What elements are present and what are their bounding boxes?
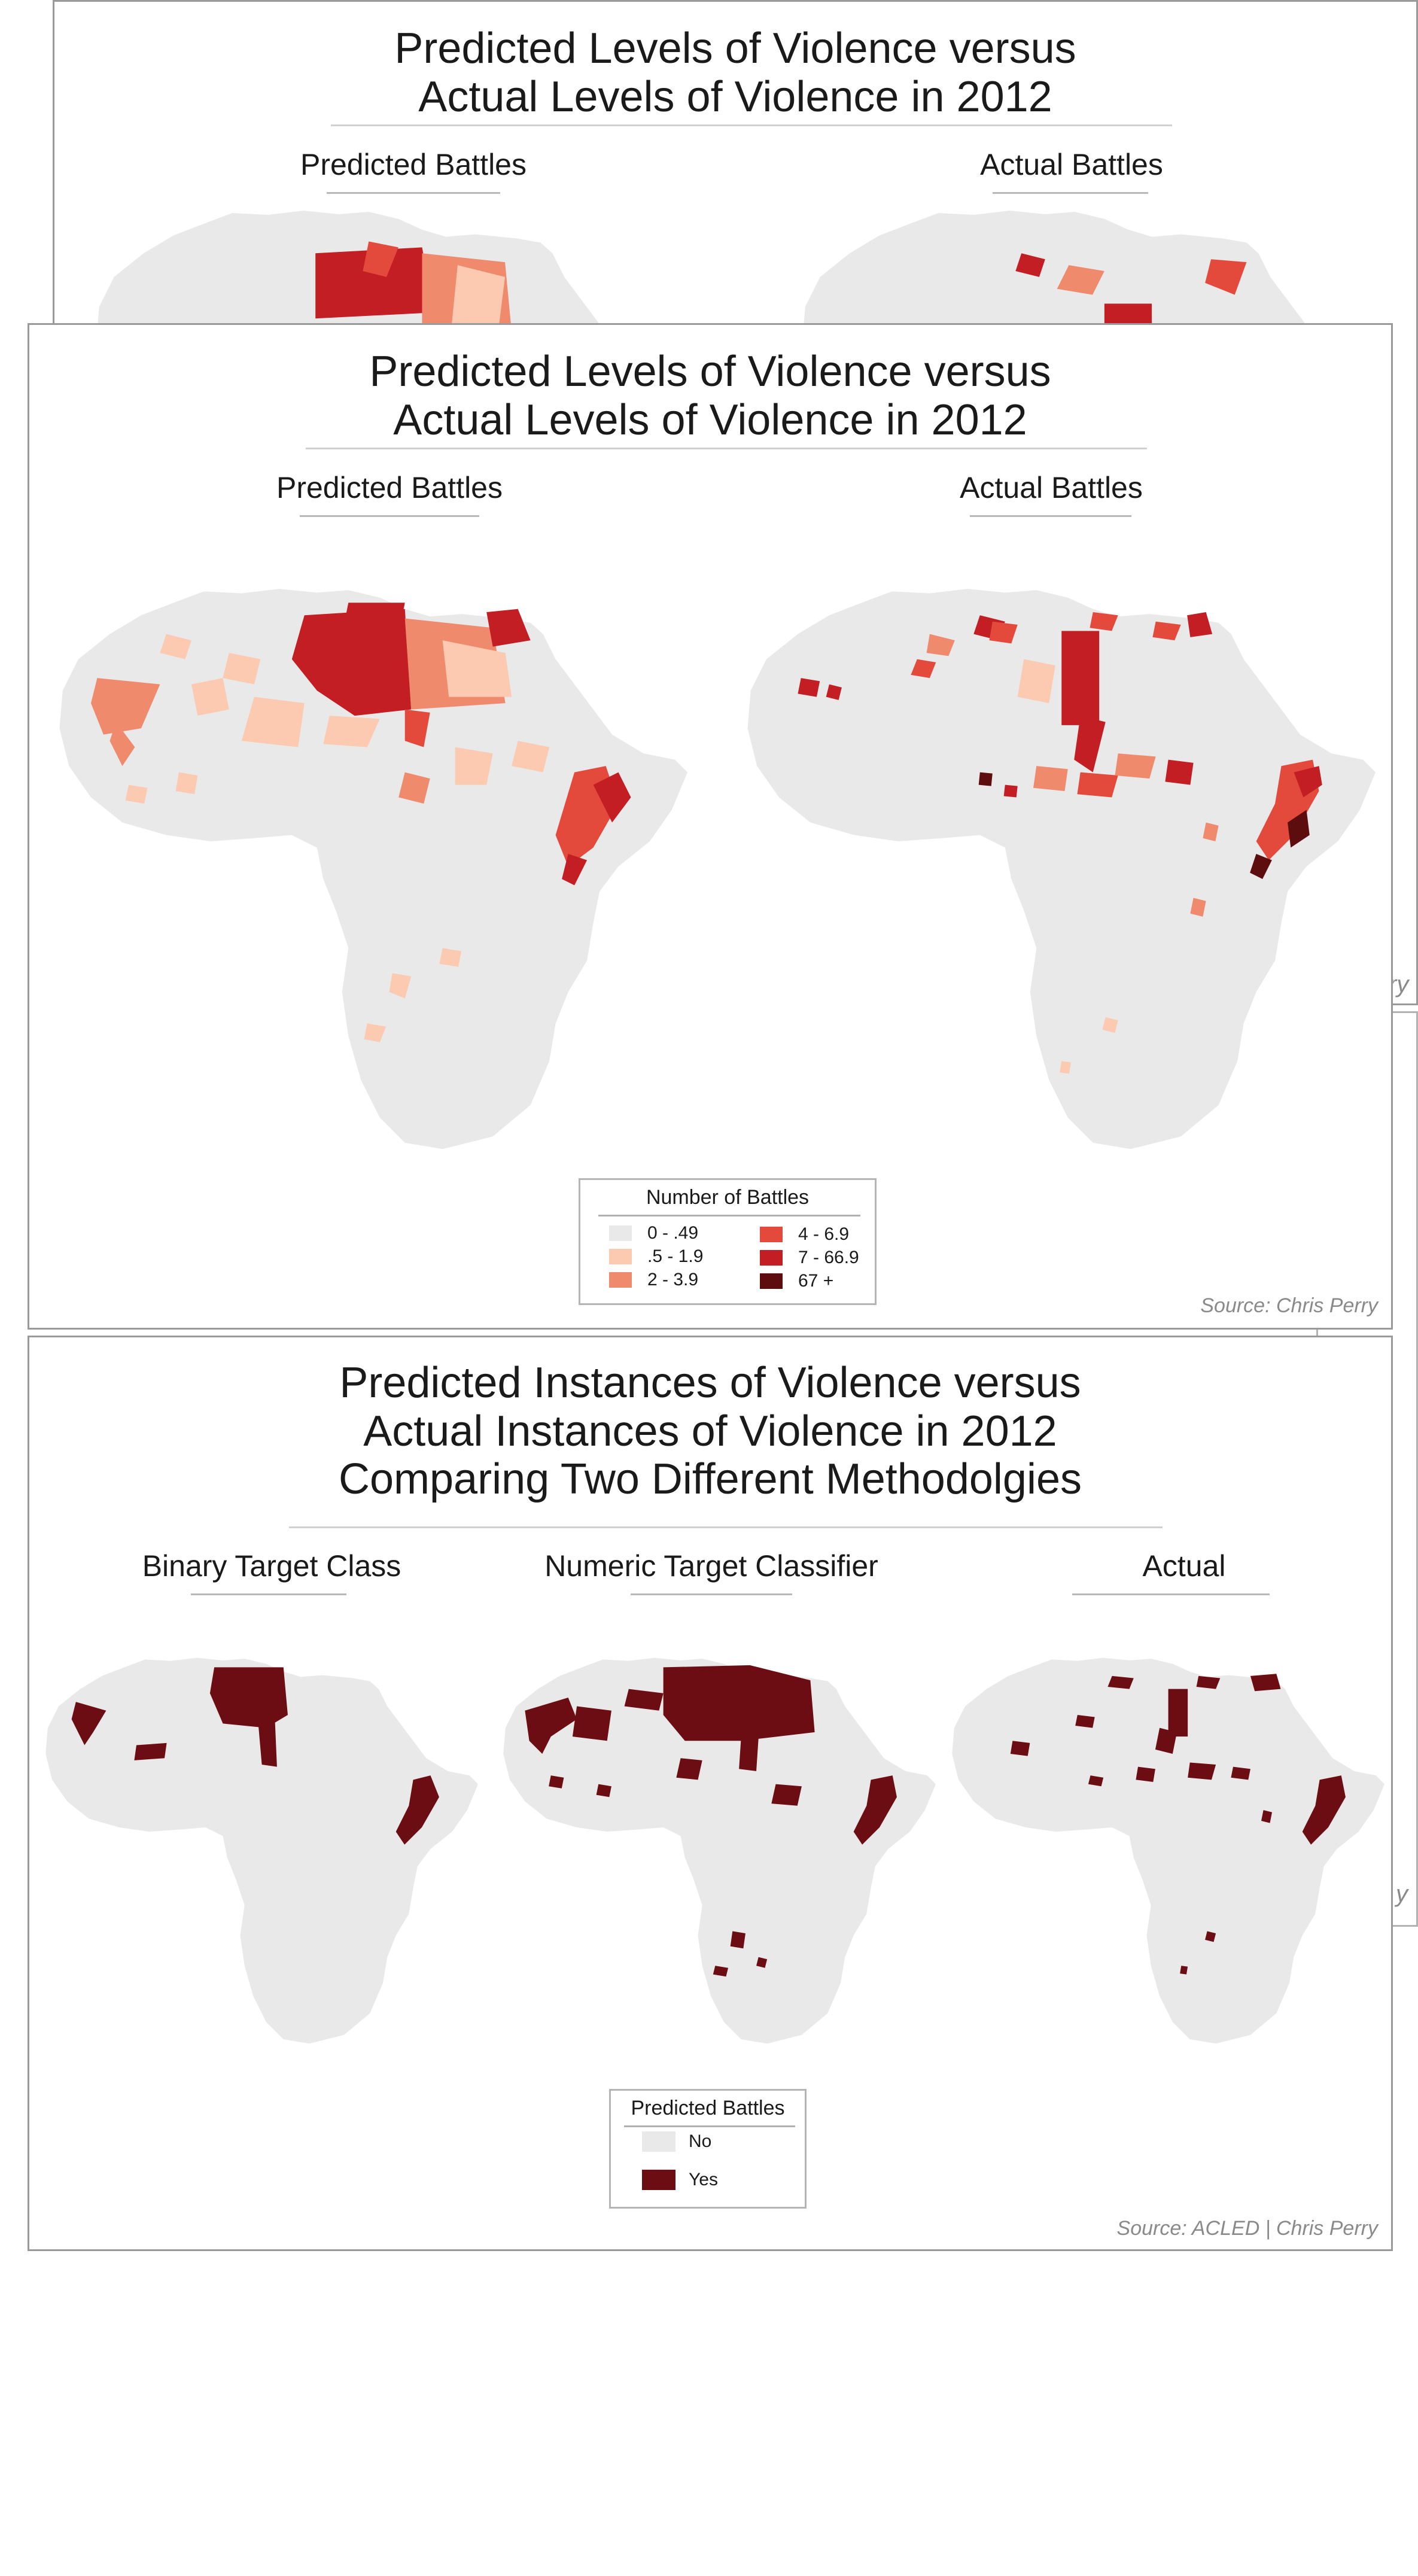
back-left-label: Predicted Battles — [300, 148, 527, 181]
legend-item-1: .5 - 1.9 — [609, 1246, 703, 1267]
actual-label-rule — [1072, 1593, 1270, 1595]
legend-swatch-0 — [609, 1225, 632, 1241]
legend-title: Number of Battles — [646, 1186, 810, 1209]
bottom-title-line-2: Actual Instances of Violence in 2012 — [363, 1407, 1057, 1455]
predicted-choropleth — [90, 603, 631, 1042]
legend-swatch-5 — [760, 1273, 783, 1289]
actual-label: Actual — [1142, 1549, 1226, 1583]
legend-swatch-3 — [760, 1227, 783, 1242]
back-panel-title: Predicted Levels of Violence versus Actu… — [54, 25, 1416, 121]
back-title-rule — [331, 124, 1172, 126]
legend-label-2: 2 - 3.9 — [647, 1270, 699, 1289]
legend-label-1: .5 - 1.9 — [647, 1246, 704, 1266]
legend-title-rule — [598, 1215, 860, 1216]
back-right-label-rule — [993, 192, 1148, 194]
actual-instances-map — [952, 1657, 1384, 2044]
predicted-battles-legend: Predicted Battles No Yes — [609, 2089, 807, 2209]
binary-comparison-panel: Predicted Instances of Violence versus A… — [28, 1336, 1393, 2251]
bottom-panel-title: Predicted Instances of Violence versus A… — [29, 1359, 1391, 1504]
bottom-title-line-3: Comparing Two Different Methodolgies — [339, 1455, 1082, 1504]
actual-battles-map — [747, 589, 1376, 1149]
bottom-source: Source: ACLED | Chris Perry — [1116, 2217, 1378, 2240]
bottom-title-rule — [289, 1526, 1163, 1528]
bottom-title-line-1: Predicted Instances of Violence versus — [339, 1359, 1081, 1407]
legend-swatch-1 — [609, 1249, 632, 1264]
front-panel-title: Predicted Levels of Violence versus Actu… — [29, 348, 1391, 444]
legend-item-2: 2 - 3.9 — [609, 1270, 698, 1290]
middle-source-fragment: y — [1396, 1881, 1408, 1907]
binary-target-label: Binary Target Class — [142, 1549, 401, 1583]
front-title-line-1: Predicted Levels of Violence versus — [369, 348, 1051, 396]
legend-label-4: 7 - 66.9 — [798, 1248, 859, 1267]
front-title-rule — [306, 448, 1147, 449]
legend-swatch-2 — [609, 1272, 632, 1288]
legend-label-3: 4 - 6.9 — [798, 1224, 850, 1244]
legend-item-4: 7 - 66.9 — [760, 1248, 859, 1268]
legend-swatch-4 — [760, 1250, 783, 1266]
legend-label-5: 67 + — [798, 1271, 834, 1291]
binary-legend-title-rule — [624, 2125, 795, 2127]
front-map-panel: Predicted Levels of Violence versus Actu… — [28, 323, 1393, 1330]
legend-item-3: 4 - 6.9 — [760, 1224, 849, 1245]
binary-swatch-yes — [642, 2170, 675, 2190]
back-title-line-1: Predicted Levels of Violence versus — [394, 25, 1076, 72]
binary-legend-label-no: No — [689, 2131, 712, 2151]
back-actual-map — [802, 211, 1395, 337]
binary-swatch-no — [642, 2131, 675, 2152]
front-left-label-rule — [300, 515, 479, 517]
legend-item-5: 67 + — [760, 1271, 833, 1291]
numeric-target-label: Numeric Target Classifier — [544, 1549, 878, 1583]
legend-item-0: 0 - .49 — [609, 1223, 698, 1243]
legend-label-0: 0 - .49 — [647, 1223, 699, 1243]
binary-legend-item-no: No — [642, 2131, 711, 2152]
numeric-target-map — [503, 1657, 936, 2044]
numeric-target-label-rule — [631, 1593, 792, 1595]
binary-legend-title: Predicted Battles — [631, 2097, 785, 2119]
front-source: Source: Chris Perry — [1200, 1294, 1378, 1317]
front-right-label-rule — [970, 515, 1131, 517]
binary-target-map — [45, 1657, 478, 2044]
binary-legend-label-yes: Yes — [689, 2170, 718, 2189]
front-left-label: Predicted Battles — [276, 471, 503, 504]
back-title-line-2: Actual Levels of Violence in 2012 — [418, 72, 1052, 121]
front-right-label: Actual Battles — [960, 471, 1143, 504]
battles-legend: Number of Battles 0 - .49 .5 - 1.9 2 - 3… — [579, 1178, 877, 1305]
binary-legend-item-yes: Yes — [642, 2170, 718, 2190]
binary-target-label-rule — [191, 1593, 346, 1595]
back-left-label-rule — [327, 192, 500, 194]
back-predicted-map — [96, 211, 689, 337]
actual-choropleth — [798, 612, 1322, 1074]
front-title-line-2: Actual Levels of Violence in 2012 — [393, 396, 1027, 444]
predicted-battles-map — [59, 589, 687, 1149]
back-right-label: Actual Battles — [980, 148, 1163, 181]
